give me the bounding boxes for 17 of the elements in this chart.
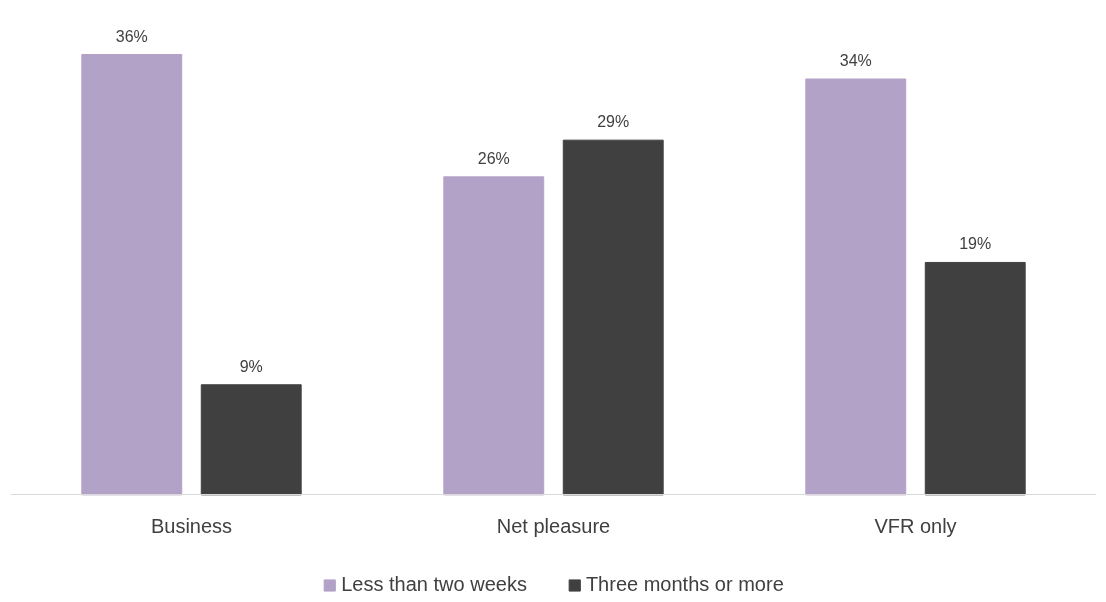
data-label: 34% <box>839 51 872 69</box>
data-label: 36% <box>115 27 148 45</box>
bar <box>443 176 545 496</box>
legend-label: Less than two weeks <box>341 573 527 596</box>
x-tick-label: VFR only <box>874 514 957 537</box>
x-tick-label: Net pleasure <box>496 514 611 537</box>
data-label: 26% <box>477 149 510 167</box>
data-label: 29% <box>597 113 630 131</box>
bar <box>200 384 302 496</box>
bar <box>805 78 907 496</box>
bar <box>562 139 664 496</box>
data-label: 9% <box>239 357 263 375</box>
bar <box>924 261 1026 496</box>
x-tick-label: Business <box>150 514 233 537</box>
bar <box>81 54 183 496</box>
data-label: 19% <box>959 235 992 253</box>
legend-label: Three months or more <box>585 573 784 596</box>
